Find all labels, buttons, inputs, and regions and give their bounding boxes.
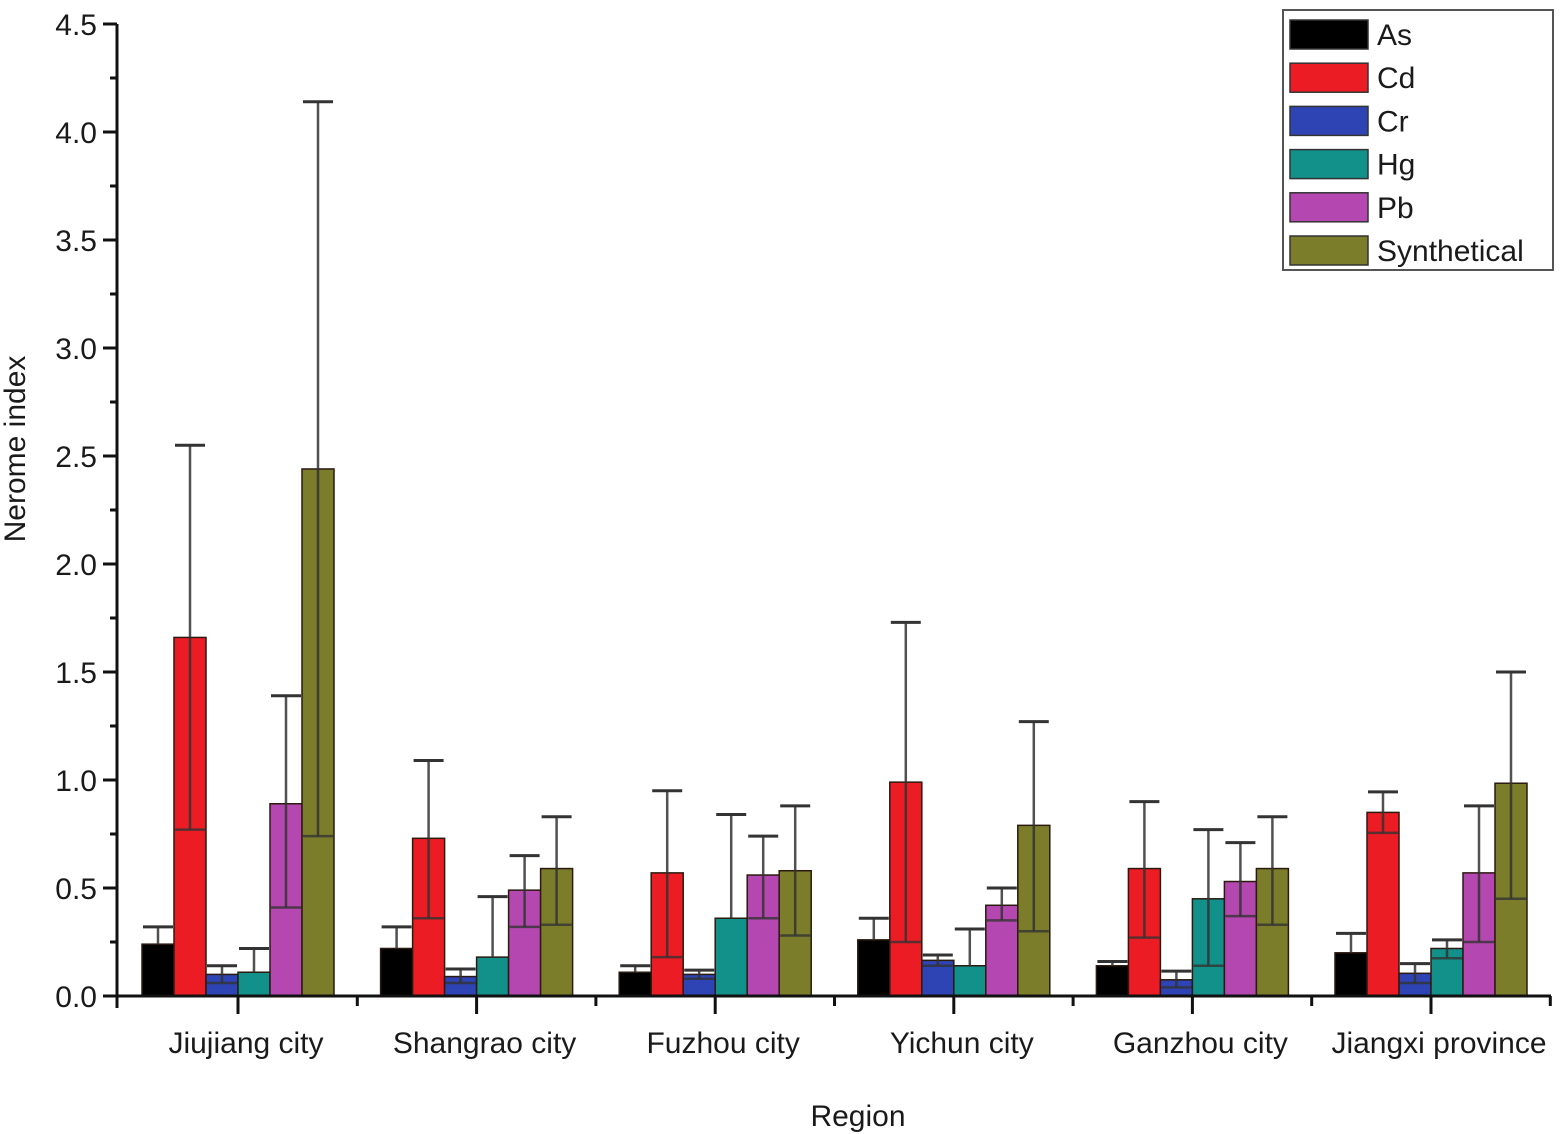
y-tick-label: 4.0 bbox=[55, 117, 97, 150]
bar-as-jiujiang-city bbox=[141, 943, 175, 997]
x-tick-label-ganzhou-city: Ganzhou city bbox=[1113, 1027, 1288, 1060]
x-tick-label-jiangxi-province: Jiangxi province bbox=[1331, 1027, 1546, 1060]
x-ticks: Jiujiang city Shangrao city Fuzhou city Yic… bbox=[168, 996, 1552, 1060]
y-tick-label: 4.5 bbox=[55, 9, 97, 42]
legend-swatch-pb bbox=[1289, 192, 1369, 223]
bar-hg-fuzhou-city bbox=[714, 917, 748, 997]
legend-label-as: As bbox=[1377, 19, 1412, 52]
legend-label-pb: Pb bbox=[1377, 192, 1414, 225]
legend-swatch-cr bbox=[1289, 105, 1369, 137]
legend: As Cd Cr Hg Pb Synthetical bbox=[1282, 9, 1554, 271]
legend-label-cd: Cd bbox=[1377, 62, 1415, 95]
legend-items: As Cd Cr Hg Pb Synthetical bbox=[1289, 19, 1524, 268]
y-ticks: 0.0 0.5 1.0 1.5 2.0 2.5 3.0 3.5 4.0 4.5 bbox=[55, 9, 117, 1014]
legend-label-synthetical: Synthetical bbox=[1377, 235, 1524, 268]
y-tick-label: 0.0 bbox=[55, 981, 97, 1014]
legend-swatch-cd bbox=[1289, 62, 1369, 93]
legend-swatch-synthetical bbox=[1289, 235, 1369, 266]
bar-as-shangrao-city bbox=[379, 947, 414, 997]
bar-cd-jiangxi-province bbox=[1366, 811, 1400, 997]
y-tick-label: 1.0 bbox=[55, 765, 97, 798]
x-tick-label-jiujiang-city: Jiujiang city bbox=[168, 1027, 323, 1060]
y-tick-label: 1.5 bbox=[55, 657, 97, 690]
legend-box bbox=[1282, 9, 1554, 271]
y-tick-label: 2.0 bbox=[55, 549, 97, 582]
legend-label-hg: Hg bbox=[1377, 149, 1415, 182]
y-axis-title: Nerome index bbox=[0, 356, 32, 543]
bar-hg-jiujiang-city bbox=[237, 971, 271, 997]
y-tick-label: 0.5 bbox=[55, 873, 97, 906]
x-tick-label-yichun-city: Yichun city bbox=[890, 1027, 1034, 1060]
axes bbox=[105, 24, 1551, 1008]
x-tick-label-shangrao-city: Shangrao city bbox=[393, 1027, 576, 1060]
legend-label-cr: Cr bbox=[1377, 105, 1409, 138]
x-tick-label-fuzhou-city: Fuzhou city bbox=[646, 1027, 799, 1060]
bar-hg-shangrao-city bbox=[475, 956, 510, 997]
bar-as-fuzhou-city bbox=[618, 971, 652, 997]
bar-hg-yichun-city bbox=[953, 965, 987, 997]
bar-as-ganzhou-city bbox=[1095, 965, 1130, 997]
legend-swatch-hg bbox=[1289, 148, 1369, 180]
y-tick-label: 3.0 bbox=[55, 333, 97, 366]
bars-layer bbox=[141, 468, 1528, 997]
x-axis-title: Region bbox=[810, 1100, 905, 1133]
bar-as-yichun-city bbox=[857, 939, 891, 997]
bar-as-jiangxi-province bbox=[1334, 952, 1368, 997]
y-tick-label: 3.5 bbox=[55, 225, 97, 258]
legend-swatch-as bbox=[1289, 19, 1369, 50]
error-bars-layer bbox=[143, 100, 1526, 989]
y-tick-label: 2.5 bbox=[55, 441, 97, 474]
